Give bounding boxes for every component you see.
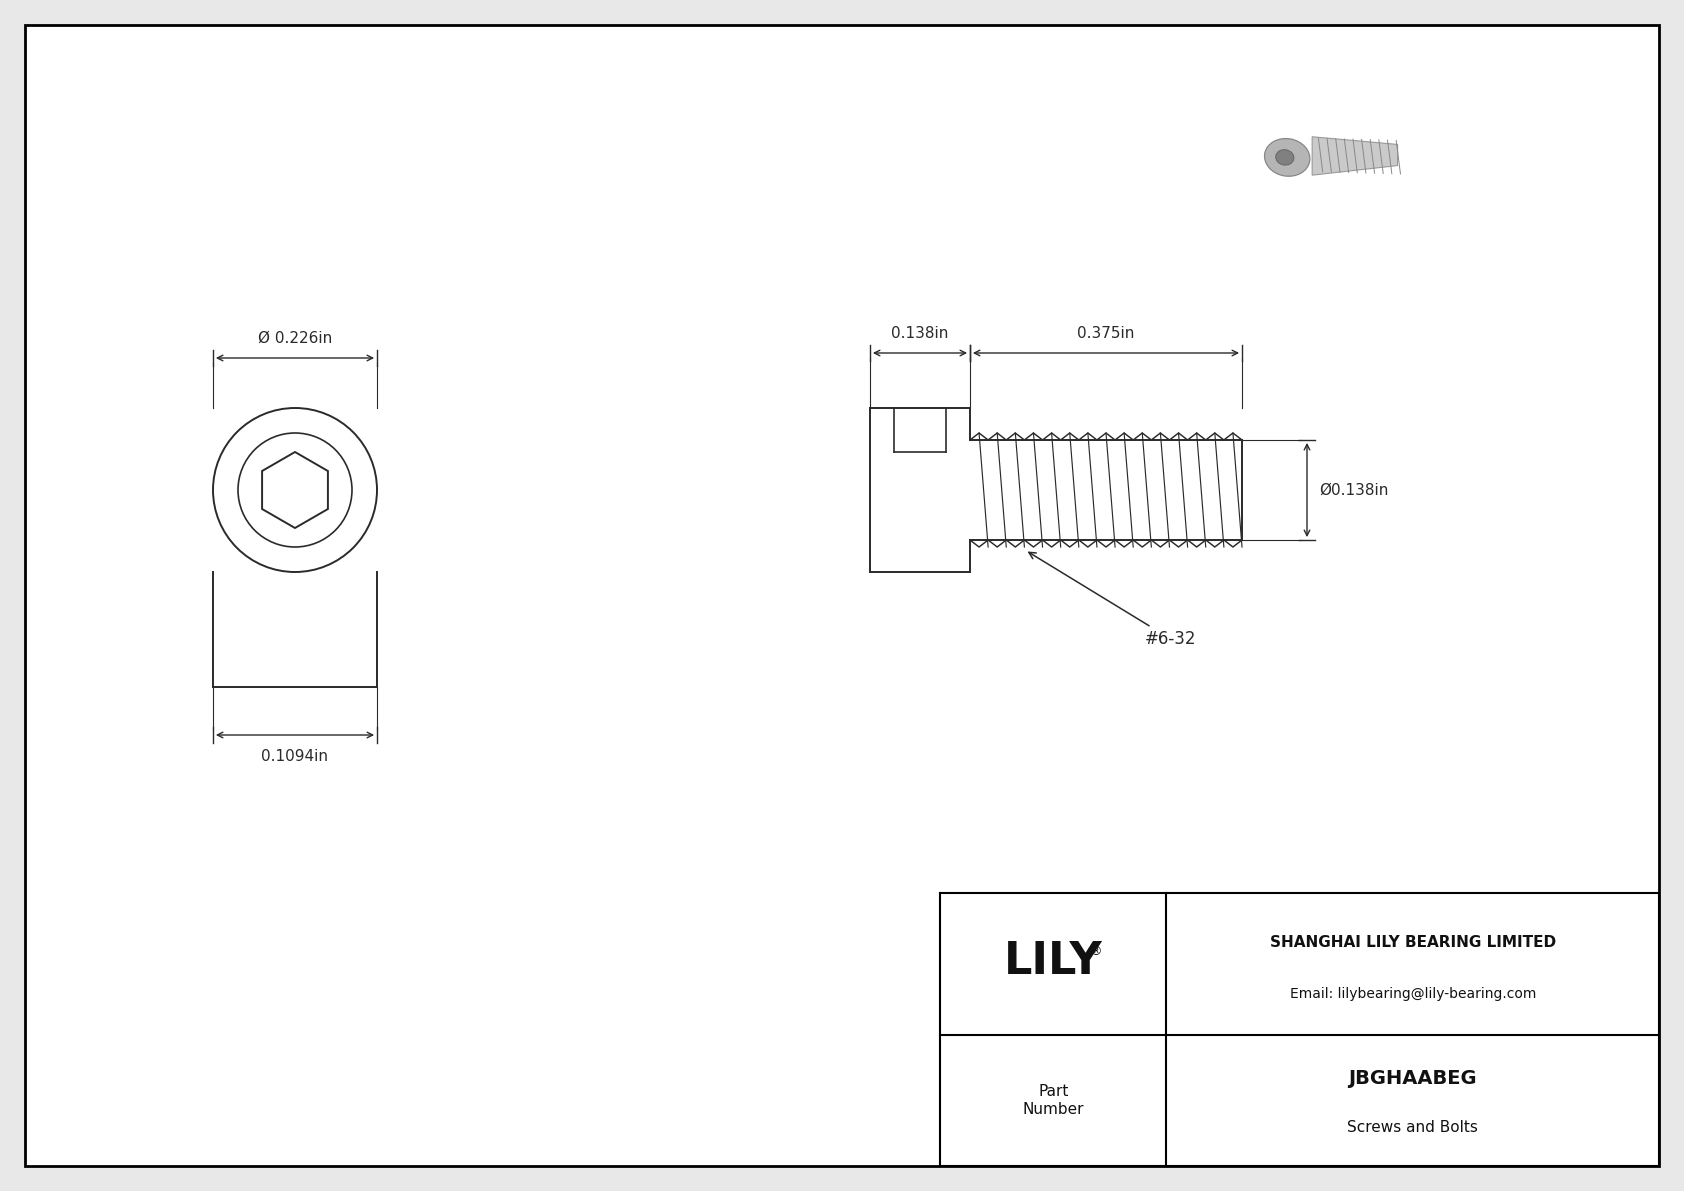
Text: LILY: LILY <box>1004 940 1103 983</box>
Text: Ø 0.226in: Ø 0.226in <box>258 331 332 347</box>
Text: ®: ® <box>1090 944 1101 958</box>
Text: Ø0.138in: Ø0.138in <box>1319 482 1388 498</box>
Text: SHANGHAI LILY BEARING LIMITED: SHANGHAI LILY BEARING LIMITED <box>1270 935 1556 949</box>
Text: Email: lilybearing@lily-bearing.com: Email: lilybearing@lily-bearing.com <box>1290 987 1536 1000</box>
Ellipse shape <box>1265 138 1310 176</box>
Text: 0.1094in: 0.1094in <box>261 749 328 763</box>
Text: JBGHAABEG: JBGHAABEG <box>1349 1070 1477 1089</box>
Text: Screws and Bolts: Screws and Bolts <box>1347 1121 1479 1135</box>
Text: 0.138in: 0.138in <box>891 326 948 341</box>
Text: 0.375in: 0.375in <box>1078 326 1135 341</box>
Text: #6-32: #6-32 <box>1029 553 1197 648</box>
Polygon shape <box>1312 137 1398 175</box>
Bar <box>940 893 1659 1166</box>
Text: Part
Number: Part Number <box>1022 1084 1084 1117</box>
Ellipse shape <box>1276 150 1293 166</box>
